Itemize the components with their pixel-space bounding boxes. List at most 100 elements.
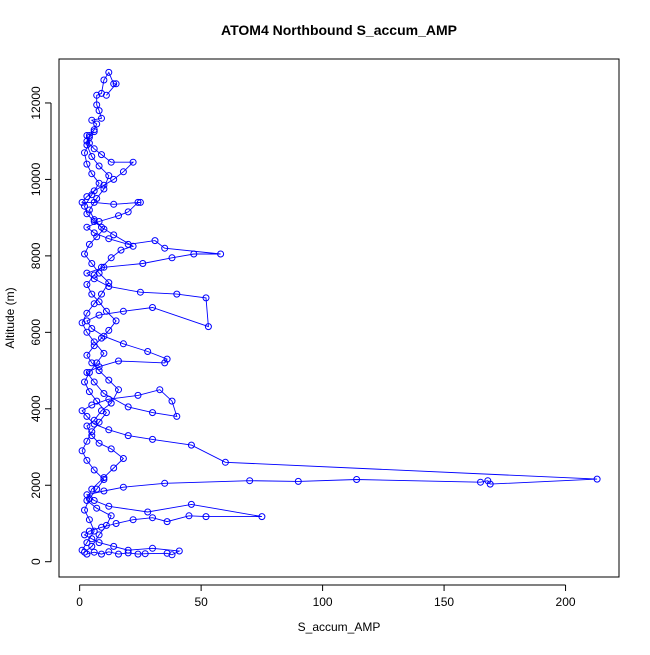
data-point — [105, 426, 113, 434]
data-point — [81, 506, 88, 514]
series-line — [81, 135, 110, 551]
data-point — [88, 401, 96, 409]
data-point — [102, 521, 110, 529]
data-point — [124, 549, 132, 557]
data-point — [134, 391, 142, 399]
y-tick-label: 4000 — [29, 395, 43, 422]
data-point — [85, 527, 93, 535]
data-point — [163, 549, 171, 557]
data-point — [98, 550, 105, 558]
data-point — [163, 518, 171, 526]
data-point — [168, 551, 176, 559]
data-point — [124, 546, 132, 554]
data-point — [81, 531, 88, 539]
data-point — [90, 548, 98, 556]
data-point — [100, 225, 108, 233]
data-point — [149, 409, 156, 417]
data-point — [110, 542, 118, 550]
data-point — [98, 334, 105, 342]
data-point — [119, 340, 127, 348]
data-point — [83, 269, 91, 277]
data-layer — [78, 68, 601, 559]
data-point — [141, 550, 149, 558]
data-point — [88, 153, 96, 160]
data-point — [134, 550, 142, 558]
data-point — [98, 263, 105, 271]
data-point — [105, 548, 113, 556]
data-point — [95, 162, 103, 170]
data-point — [95, 418, 103, 426]
data-point — [124, 208, 132, 216]
x-tick-label: 100 — [313, 595, 333, 609]
data-point — [139, 260, 147, 267]
data-point — [105, 279, 113, 287]
data-point — [168, 397, 176, 405]
data-point — [115, 386, 122, 394]
data-point — [119, 307, 127, 315]
data-point — [100, 185, 108, 193]
data-point — [151, 237, 159, 245]
data-point — [221, 458, 229, 466]
data-point — [93, 359, 101, 367]
x-tick-label: 200 — [556, 595, 576, 609]
data-point — [95, 311, 103, 319]
data-point — [168, 254, 176, 262]
data-point — [83, 160, 91, 168]
data-point — [173, 412, 181, 420]
data-point — [93, 120, 101, 128]
data-point — [98, 114, 105, 122]
data-point — [187, 441, 195, 449]
data-point — [88, 116, 96, 124]
data-point — [95, 531, 103, 539]
data-point — [81, 378, 88, 386]
data-point — [144, 508, 152, 516]
data-point — [85, 388, 93, 396]
data-point — [85, 516, 93, 524]
data-point — [105, 376, 113, 384]
data-point — [88, 191, 96, 199]
data-point — [202, 513, 210, 521]
data-point — [95, 107, 103, 115]
data-point — [95, 179, 103, 187]
data-point — [124, 403, 132, 411]
data-point — [107, 158, 115, 166]
y-tick-label: 12000 — [29, 86, 43, 120]
data-point — [100, 390, 108, 397]
x-tick-label: 150 — [434, 595, 454, 609]
data-point — [163, 355, 171, 363]
data-point — [83, 223, 91, 231]
data-point — [110, 464, 118, 472]
data-point — [95, 439, 103, 447]
data-point — [95, 367, 103, 375]
data-point — [100, 476, 108, 483]
data-point — [83, 351, 91, 359]
data-point — [95, 269, 103, 277]
data-point — [78, 447, 86, 455]
data-series — [81, 128, 137, 556]
data-point — [294, 477, 302, 485]
data-point — [173, 290, 181, 298]
data-point — [124, 432, 132, 440]
data-point — [88, 485, 96, 493]
data-point — [93, 195, 101, 202]
data-point — [83, 412, 91, 420]
data-point — [175, 547, 183, 555]
data-point — [477, 478, 484, 486]
data-point — [100, 474, 108, 482]
data-point — [258, 513, 266, 521]
data-point — [119, 483, 127, 491]
data-point — [81, 202, 88, 210]
data-point — [129, 158, 137, 166]
x-tick-label: 0 — [76, 595, 83, 609]
data-point — [129, 242, 137, 250]
data-point — [161, 359, 169, 367]
data-point — [90, 128, 98, 136]
data-point — [88, 325, 96, 332]
data-point — [149, 514, 156, 522]
y-tick-label: 10000 — [29, 162, 43, 196]
data-point — [83, 317, 91, 325]
data-point — [90, 126, 98, 134]
data-point — [85, 495, 93, 503]
